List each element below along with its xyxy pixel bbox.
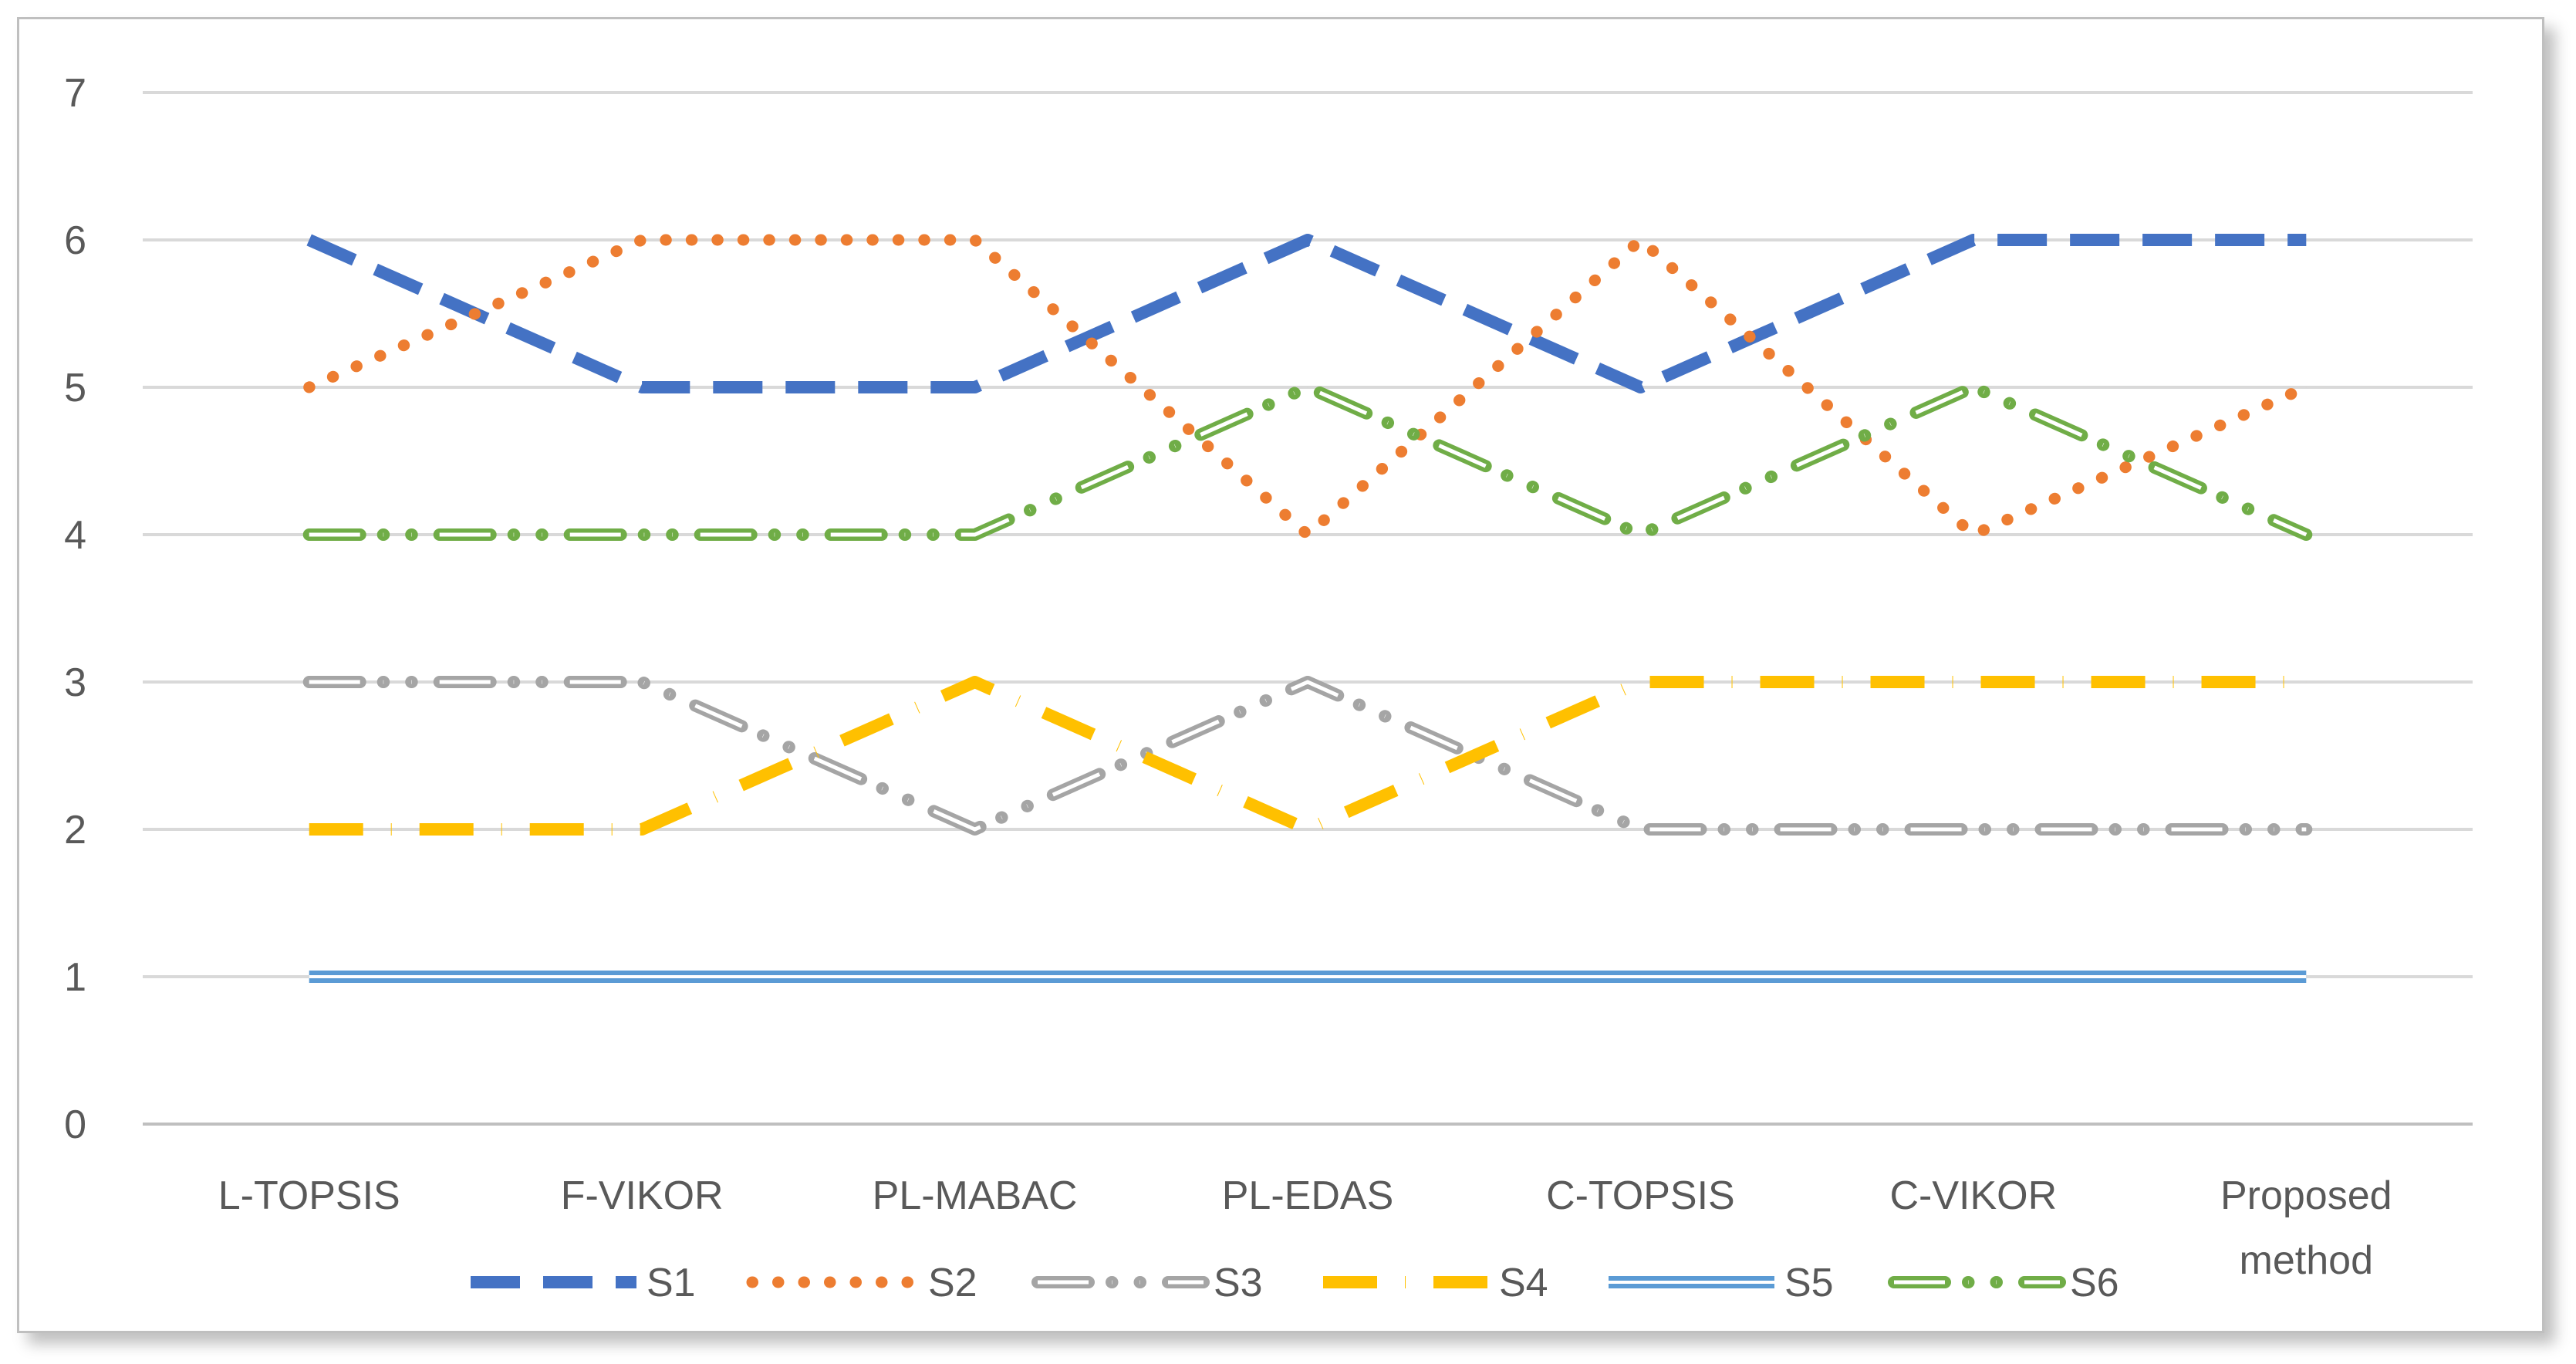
data-point-s6 [974, 534, 976, 535]
data-point-s1 [2305, 239, 2307, 241]
legend-item-s4: S4 [1323, 1261, 1548, 1305]
legend-item-s5: S5 [1609, 1261, 1834, 1305]
data-point-s4 [1973, 681, 1974, 683]
data-point-s3 [1307, 681, 1308, 683]
legend: S1 S2 S3 S4 S5 S6 [471, 1261, 2119, 1305]
data-point-s1 [974, 387, 976, 388]
data-point-s3 [641, 681, 643, 683]
data-point-s6 [1307, 387, 1308, 388]
legend-label: S5 [1784, 1261, 1834, 1305]
data-point-s5 [641, 976, 643, 977]
data-point-s1 [309, 239, 310, 241]
series-line-s6-inner [309, 385, 2308, 537]
x-tick-label: Proposed [2220, 1173, 2392, 1218]
data-point-s5 [1307, 976, 1308, 977]
series-s3 [302, 676, 2313, 836]
series-line-s4 [309, 676, 2307, 836]
data-point-s4 [309, 829, 310, 830]
series-s6 [302, 381, 2313, 541]
data-point-s3 [2305, 829, 2307, 830]
data-point-s2 [641, 239, 643, 241]
legend-item-s2: S2 [746, 1261, 977, 1305]
legend-item-s3: S3 [1031, 1261, 1263, 1305]
series-line-s2 [303, 234, 2312, 541]
data-point-s4 [1639, 681, 1641, 683]
data-point-s2 [1973, 534, 1974, 535]
series-s4 [309, 676, 2307, 836]
y-axis: 0 1 2 3 4 5 6 7 [64, 71, 86, 1147]
data-point-s4 [974, 681, 976, 683]
legend-label: S6 [2070, 1261, 2119, 1305]
legend-label: S4 [1499, 1261, 1548, 1305]
series-s5 [309, 971, 2307, 983]
data-point-s6 [1973, 387, 1974, 388]
y-tick-label: 3 [64, 660, 86, 705]
legend-item-s1: S1 [471, 1261, 696, 1305]
data-point-s5 [1973, 976, 1974, 977]
x-tick-label: F-VIKOR [561, 1173, 724, 1218]
series-s1 [306, 234, 2307, 393]
y-tick-label: 7 [64, 71, 86, 116]
data-point-s4 [1307, 829, 1308, 830]
data-point-s2 [309, 387, 310, 388]
series-lines [302, 234, 2313, 983]
x-axis: L-TOPSIS F-VIKOR PL-MABAC PL-EDAS C-TOPSIS C-… [218, 1173, 2392, 1283]
y-tick-label: 6 [64, 218, 86, 263]
x-tick-label: method [2240, 1238, 2373, 1283]
x-tick-label: C-VIKOR [1890, 1173, 2058, 1218]
data-point-s5 [2305, 976, 2307, 977]
data-point-s3 [1973, 829, 1974, 830]
data-point-s2 [974, 239, 976, 241]
y-tick-label: 5 [64, 366, 86, 410]
data-point-s2 [2305, 387, 2307, 388]
data-point-s3 [974, 829, 976, 830]
data-point-s5 [309, 976, 310, 977]
data-point-s3 [309, 681, 310, 683]
data-point-s4 [641, 829, 643, 830]
series-line-s6 [302, 381, 2313, 541]
data-point-s2 [1639, 239, 1641, 241]
series-line-s1 [306, 234, 2307, 393]
x-tick-label: L-TOPSIS [218, 1173, 400, 1218]
series-line-s3-inner [309, 680, 2307, 832]
data-point-s1 [1307, 239, 1308, 241]
data-point-s6 [2305, 534, 2307, 535]
data-point-s4 [2305, 681, 2307, 683]
data-point-s1 [1639, 387, 1641, 388]
legend-label: S3 [1214, 1261, 1263, 1305]
chart-frame [17, 17, 2544, 1333]
x-tick-label: C-TOPSIS [1546, 1173, 1735, 1218]
data-point-s6 [309, 534, 310, 535]
y-tick-label: 0 [64, 1102, 86, 1147]
data-point-s6 [1639, 534, 1641, 535]
series-line-s3 [302, 676, 2313, 836]
x-tick-label: PL-MABAC [873, 1173, 1078, 1218]
data-point-s5 [974, 976, 976, 977]
x-tick-label: PL-EDAS [1222, 1173, 1394, 1218]
data-point-s6 [641, 534, 643, 535]
y-tick-label: 2 [64, 808, 86, 852]
data-point-s1 [641, 387, 643, 388]
legend-label: S2 [928, 1261, 977, 1305]
legend-item-s6: S6 [1888, 1261, 2119, 1305]
data-point-s1 [1973, 239, 1974, 241]
data-point-s5 [1639, 976, 1641, 977]
gridlines [143, 91, 2473, 1126]
legend-label: S1 [647, 1261, 696, 1305]
data-point-s3 [1639, 829, 1641, 830]
series-s2 [303, 234, 2312, 541]
data-point-s2 [1307, 534, 1308, 535]
y-tick-label: 4 [64, 513, 86, 558]
y-tick-label: 1 [64, 955, 86, 1000]
